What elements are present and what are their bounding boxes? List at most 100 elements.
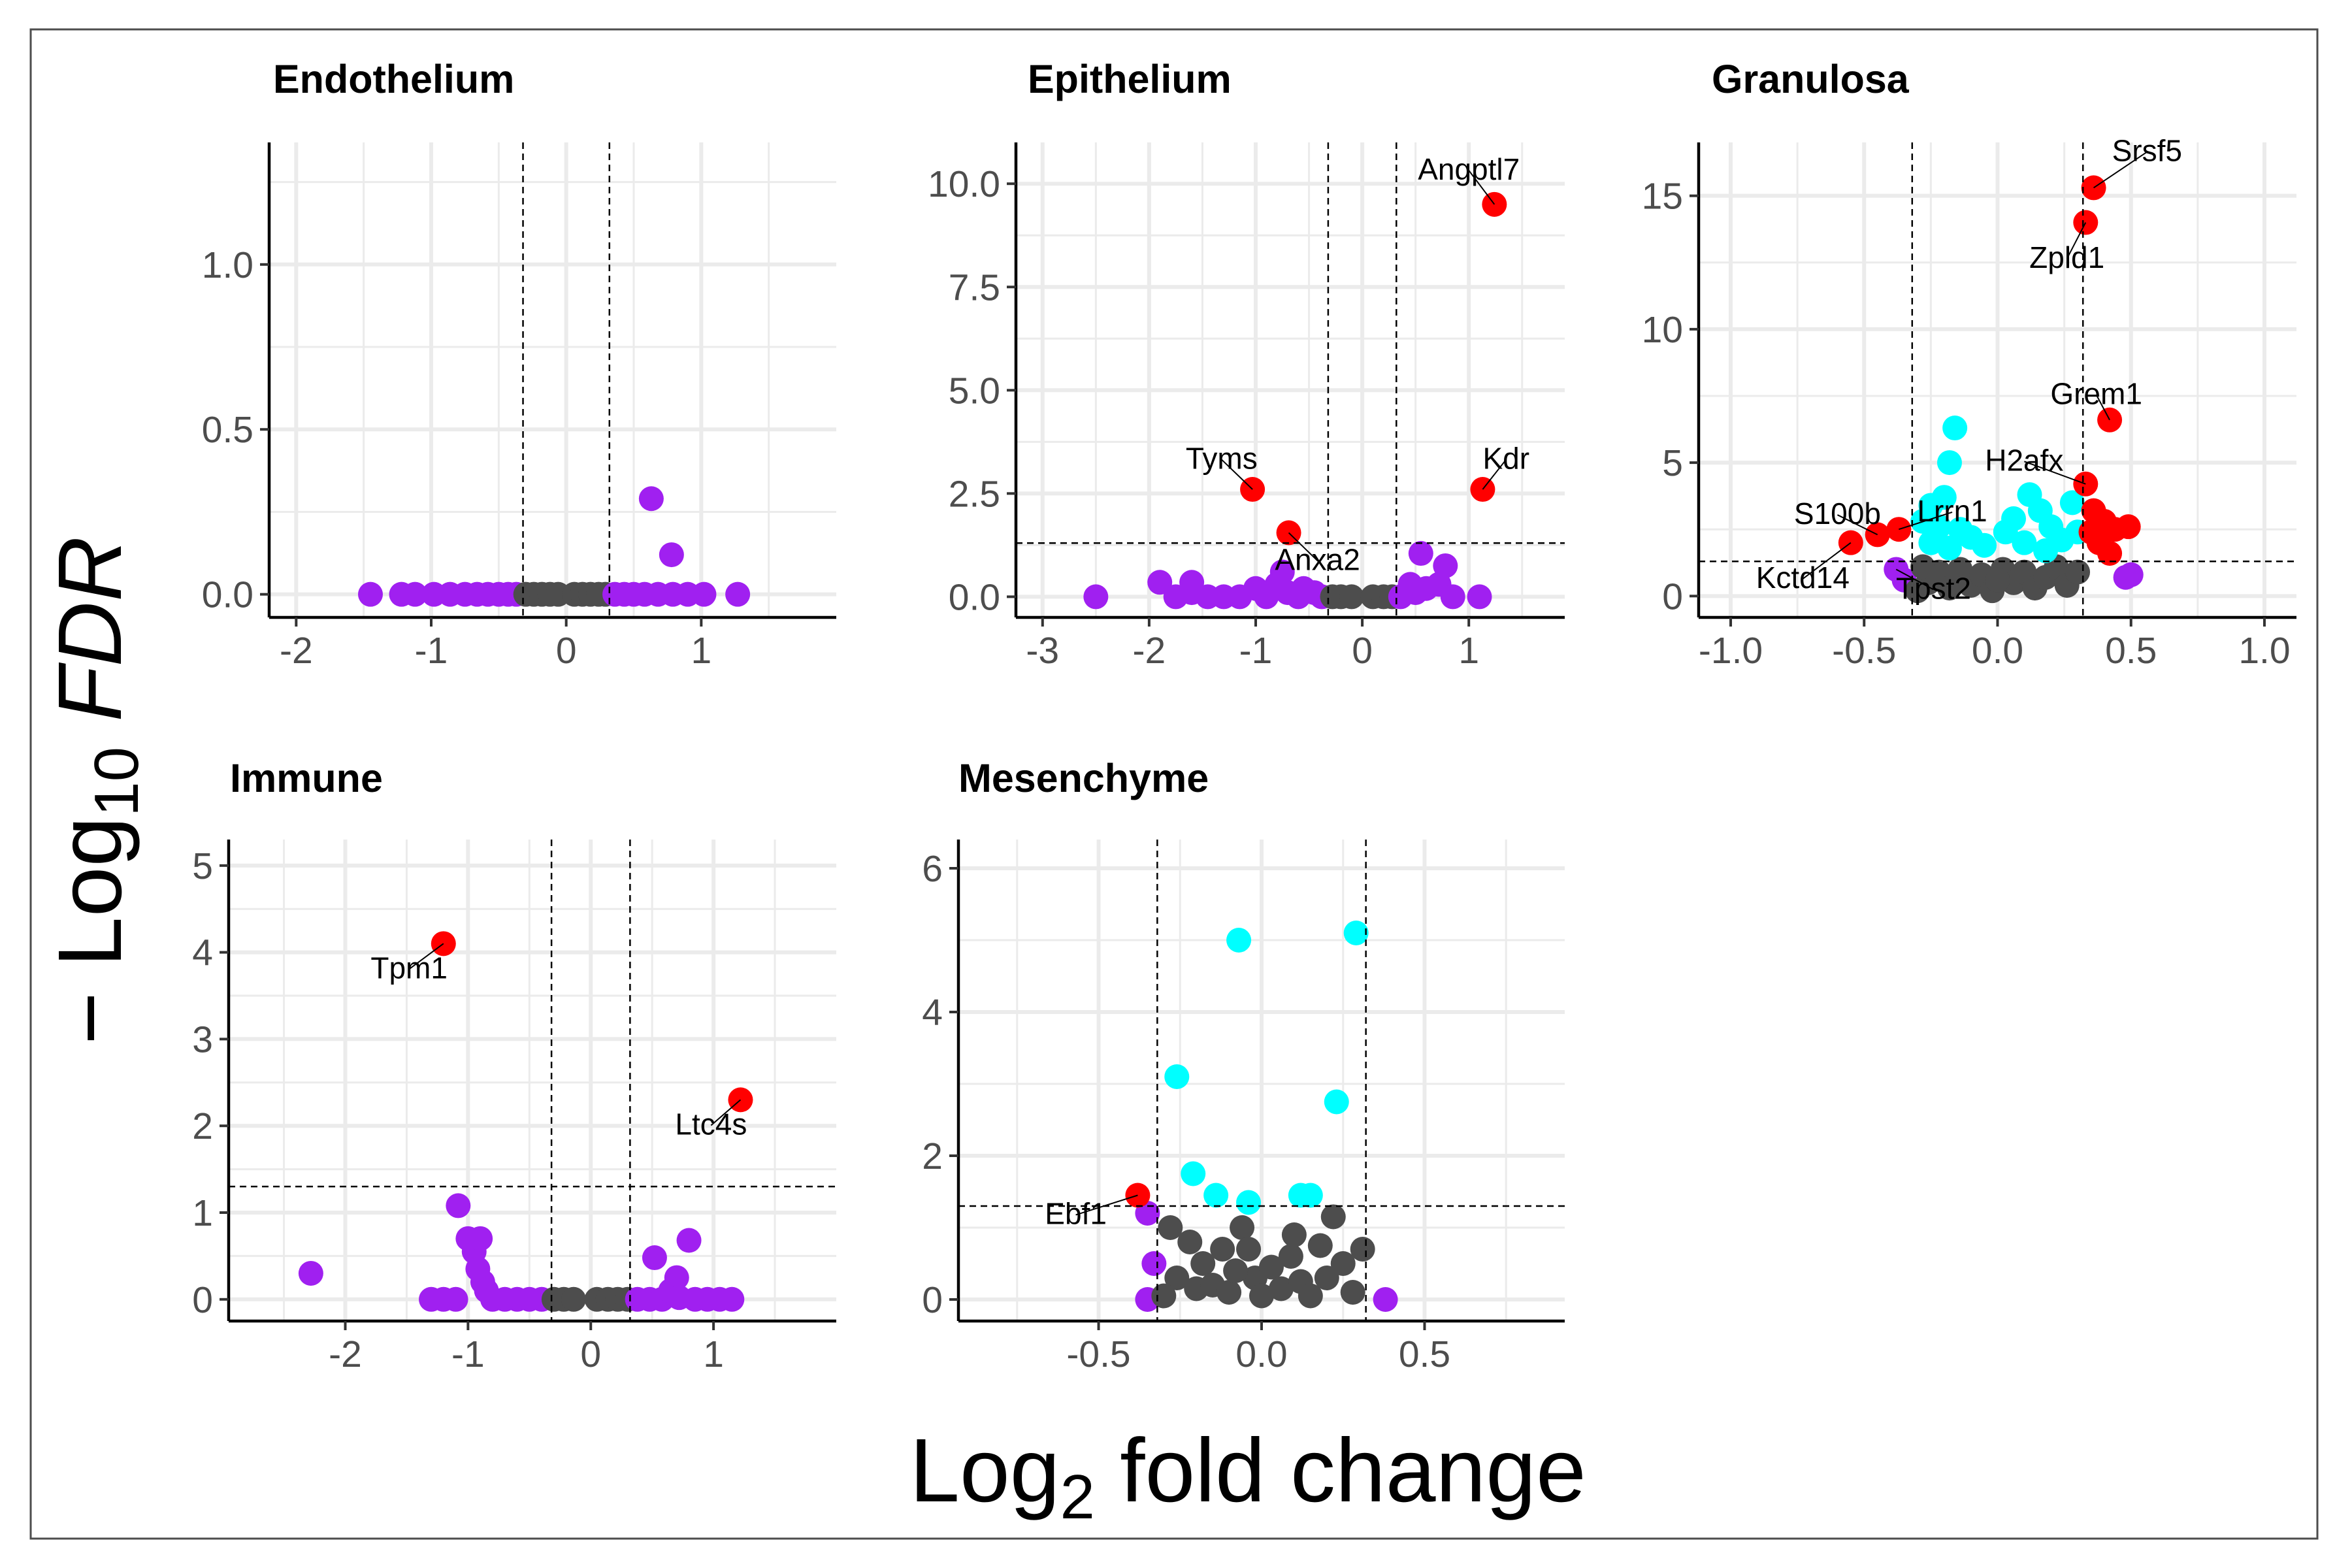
label-connector bbox=[1288, 532, 1318, 562]
data-point bbox=[358, 581, 383, 607]
label-connector bbox=[1482, 459, 1507, 490]
x-tick-label: 0 bbox=[1352, 630, 1373, 672]
data-point bbox=[1083, 584, 1109, 610]
data-point bbox=[638, 486, 664, 512]
data-point bbox=[1177, 1230, 1203, 1254]
x-tick-label: 0.5 bbox=[1399, 1333, 1450, 1375]
gene-label-ebf1: Ebf1 bbox=[1045, 1197, 1107, 1231]
label-connector bbox=[2093, 151, 2148, 189]
gene-label-kctd14: Kctd14 bbox=[1756, 561, 1850, 595]
x-tick-label: 0 bbox=[580, 1333, 601, 1375]
y-tick-label: 5 bbox=[1662, 442, 1683, 484]
data-point bbox=[1203, 1183, 1229, 1208]
data-point bbox=[1373, 1287, 1398, 1312]
data-point bbox=[642, 1245, 667, 1271]
data-point bbox=[1158, 1215, 1183, 1240]
data-point bbox=[1936, 535, 1962, 561]
x-tick-label: -1.0 bbox=[1699, 630, 1763, 672]
data-points bbox=[1083, 191, 1507, 610]
data-point bbox=[402, 581, 428, 607]
x-axis-title-sub: 2 bbox=[1060, 1462, 1094, 1532]
label-connector bbox=[1895, 568, 1934, 591]
data-point bbox=[1281, 1222, 1307, 1247]
data-point bbox=[2097, 540, 2123, 566]
x-tick-label: 0 bbox=[556, 630, 577, 672]
data-point bbox=[1236, 1237, 1262, 1262]
data-point bbox=[561, 1286, 586, 1312]
x-tick-label: 0.0 bbox=[1972, 630, 2023, 672]
data-point bbox=[1278, 1244, 1303, 1269]
data-point bbox=[719, 1286, 745, 1312]
data-point bbox=[1433, 553, 1458, 578]
gene-label-grem1: Grem1 bbox=[2050, 376, 2142, 410]
y-axis-title-italic: FDR bbox=[40, 536, 140, 722]
y-tick-label: 6 bbox=[922, 848, 943, 890]
gene-label-angptl7: Angptl7 bbox=[1418, 152, 1520, 186]
data-points bbox=[1125, 921, 1398, 1312]
y-tick-label: 1.0 bbox=[202, 244, 253, 286]
gene-label-s100b: S100b bbox=[1794, 497, 1881, 531]
data-point bbox=[2033, 538, 2059, 563]
x-tick-label: -0.5 bbox=[1832, 630, 1896, 672]
data-point bbox=[1268, 1276, 1294, 1301]
data-point bbox=[1942, 416, 1968, 441]
data-point bbox=[1343, 921, 1369, 945]
gene-label-anxa2: Anxa2 bbox=[1275, 542, 1360, 576]
data-point bbox=[2012, 530, 2037, 555]
data-point bbox=[1249, 1283, 1274, 1309]
data-point bbox=[1972, 532, 1997, 558]
data-point bbox=[1307, 1233, 1333, 1258]
data-point bbox=[691, 581, 717, 607]
x-axis-title-main: Log bbox=[909, 1420, 1060, 1521]
data-point bbox=[468, 1226, 493, 1251]
y-tick-label: 3 bbox=[192, 1019, 213, 1060]
y-tick-label: 0.0 bbox=[202, 574, 253, 616]
x-tick-label: -2 bbox=[280, 630, 313, 672]
x-axis-title: Log2 fold change bbox=[909, 1420, 1586, 1532]
panel-immune: Tpm1 Ltc4s -2 -1 0 1 0 1 2 3 4 5 Immune bbox=[192, 756, 836, 1375]
x-tick-label: -1 bbox=[1239, 630, 1273, 672]
label-connector bbox=[1468, 170, 1495, 205]
panel-title: Granulosa bbox=[1712, 57, 1910, 101]
x-tick-label: -2 bbox=[329, 1333, 362, 1375]
label-connector bbox=[408, 943, 444, 970]
data-point bbox=[1330, 1251, 1356, 1276]
data-point bbox=[1910, 554, 1936, 580]
y-tick-label: 2 bbox=[192, 1105, 213, 1147]
y-axis-title-space bbox=[40, 722, 140, 747]
data-point bbox=[2118, 562, 2144, 587]
y-tick-label: 0 bbox=[192, 1279, 213, 1321]
label-connector bbox=[2024, 461, 2086, 485]
data-point bbox=[1985, 567, 2010, 593]
grid-lines bbox=[1016, 142, 1565, 617]
panel-granulosa: Srsf5 Zpld1 Grem1 H2afx S100b Lrrn1 Kctd14 Tpst… bbox=[1642, 57, 2296, 672]
y-tick-label: 1 bbox=[192, 1192, 213, 1234]
x-tick-label: -2 bbox=[1133, 630, 1166, 672]
gene-label-ltc4s: Ltc4s bbox=[675, 1107, 747, 1141]
y-tick-label: 0.0 bbox=[949, 576, 1000, 618]
x-tick-label: 1 bbox=[691, 630, 711, 672]
data-points bbox=[298, 931, 753, 1312]
x-tick-label: 1 bbox=[1458, 630, 1479, 672]
label-connector bbox=[2095, 394, 2110, 421]
data-point bbox=[664, 1265, 689, 1290]
panel-title: Endothelium bbox=[273, 57, 514, 101]
gene-label-tyms: Tyms bbox=[1186, 441, 1258, 475]
data-point bbox=[676, 1228, 702, 1253]
label-connector bbox=[2066, 222, 2087, 259]
data-point bbox=[2065, 559, 2091, 585]
data-point bbox=[1236, 1190, 1262, 1215]
data-point bbox=[1217, 1280, 1242, 1305]
panel-title: Immune bbox=[230, 756, 383, 800]
data-points bbox=[358, 486, 751, 607]
data-point bbox=[1190, 1251, 1216, 1276]
y-tick-label: 10 bbox=[1642, 309, 1683, 351]
panel-mesenchyme: Ebf1 -0.5 0.0 0.5 0 2 4 6 Mesenchyme bbox=[922, 756, 1565, 1375]
data-point bbox=[1440, 584, 1465, 610]
data-point bbox=[1164, 1064, 1190, 1089]
y-tick-label: 4 bbox=[192, 932, 213, 974]
data-point bbox=[1223, 1258, 1249, 1283]
x-tick-label: -3 bbox=[1026, 630, 1059, 672]
grid-lines bbox=[958, 840, 1565, 1321]
